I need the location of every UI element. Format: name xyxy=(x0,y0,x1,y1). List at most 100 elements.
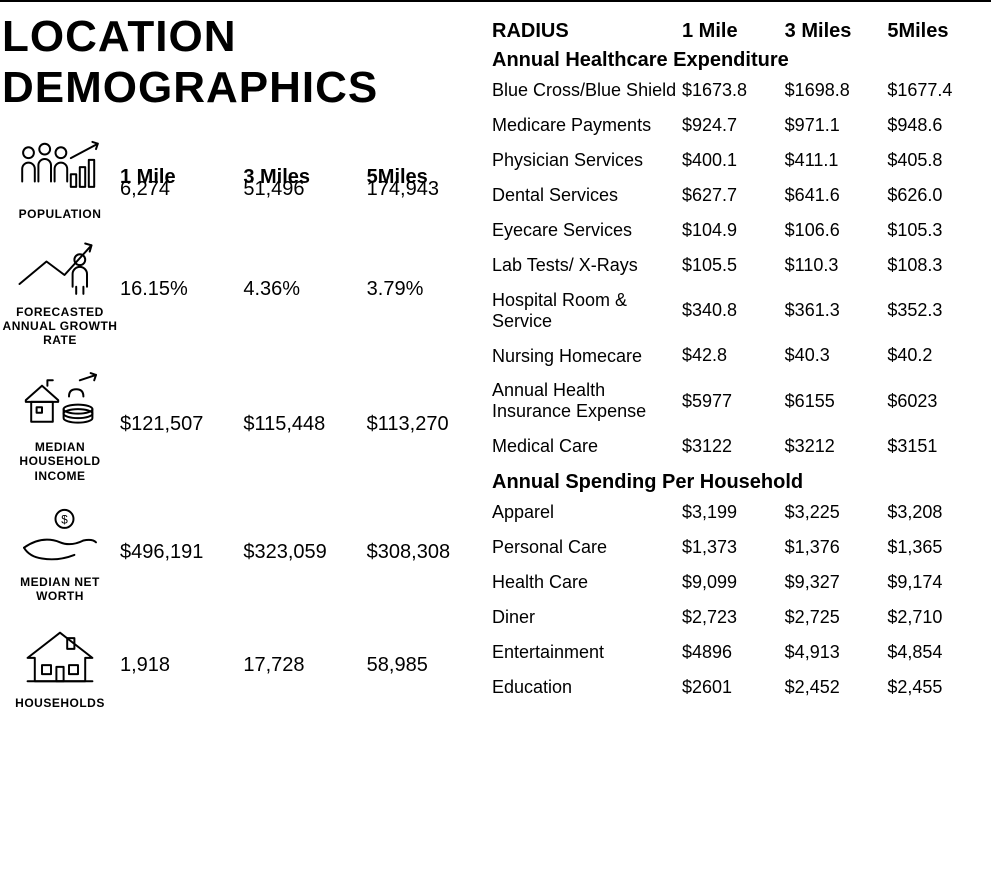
healthcare-row: Eyecare Services$104.9$106.6$105.3 xyxy=(492,220,990,241)
healthcare-value-col1: $340.8 xyxy=(682,300,785,321)
page-title: LOCATION DEMOGRAPHICS xyxy=(0,12,490,113)
healthcare-row: Physician Services$400.1$411.1$405.8 xyxy=(492,150,990,171)
networth-3miles: $323,059 xyxy=(243,541,366,564)
healthcare-label: Eyecare Services xyxy=(492,220,682,241)
spending-value-col3: $2,710 xyxy=(887,607,990,628)
healthcare-value-col1: $400.1 xyxy=(682,150,785,171)
right-panel: RADIUS 1 Mile 3 Miles 5Miles Annual Heal… xyxy=(492,20,990,712)
healthcare-row: Medicare Payments$924.7$971.1$948.6 xyxy=(492,115,990,136)
households-row: HOUSEHOLDS 1,918 17,728 58,985 xyxy=(0,622,490,710)
healthcare-value-col2: $106.6 xyxy=(785,220,888,241)
healthcare-value-col2: $3212 xyxy=(785,436,888,457)
households-1mile: 1,918 xyxy=(120,654,243,677)
healthcare-value-col3: $948.6 xyxy=(887,115,990,136)
healthcare-value-col1: $42.8 xyxy=(682,345,785,366)
households-icon xyxy=(15,622,105,692)
metrics-block: POPULATION 1 Mile 3 Miles 5Miles 6,274 5… xyxy=(0,133,490,710)
healthcare-row: Hospital Room & Service$340.8$361.3$352.… xyxy=(492,290,990,331)
radius-3miles: 3 Miles xyxy=(785,20,888,43)
healthcare-value-col2: $411.1 xyxy=(785,150,888,171)
spending-row: Health Care$9,099$9,327$9,174 xyxy=(492,572,990,593)
healthcare-row: Blue Cross/Blue Shield$1673.8$1698.8$167… xyxy=(492,80,990,101)
income-1mile: $121,507 xyxy=(120,413,243,436)
healthcare-value-col3: $108.3 xyxy=(887,255,990,276)
spending-value-col2: $3,225 xyxy=(785,502,888,523)
spending-value-col3: $1,365 xyxy=(887,537,990,558)
radius-label: RADIUS xyxy=(492,20,682,43)
growth-3miles: 4.36% xyxy=(243,278,366,301)
spending-value-col2: $1,376 xyxy=(785,537,888,558)
healthcare-value-col3: $6023 xyxy=(887,391,990,412)
income-label: MEDIAN HOUSEHOLD INCOME xyxy=(0,440,120,483)
healthcare-value-col2: $971.1 xyxy=(785,115,888,136)
healthcare-value-col3: $40.2 xyxy=(887,345,990,366)
healthcare-value-col2: $6155 xyxy=(785,391,888,412)
income-row: MEDIAN HOUSEHOLD INCOME $121,507 $115,44… xyxy=(0,366,490,483)
healthcare-value-col2: $110.3 xyxy=(785,255,888,276)
healthcare-row: Lab Tests/ X-Rays$105.5$110.3$108.3 xyxy=(492,255,990,276)
healthcare-value-col1: $627.7 xyxy=(682,185,785,206)
spending-value-col2: $9,327 xyxy=(785,572,888,593)
healthcare-value-col3: $3151 xyxy=(887,436,990,457)
healthcare-row: Annual Health Insurance Expense$5977$615… xyxy=(492,380,990,421)
networth-5miles: $308,308 xyxy=(367,541,490,564)
networth-icon: $ xyxy=(15,501,105,571)
radius-header: RADIUS 1 Mile 3 Miles 5Miles xyxy=(492,20,990,43)
spending-label: Health Care xyxy=(492,572,682,593)
healthcare-label: Physician Services xyxy=(492,150,682,171)
healthcare-table: Blue Cross/Blue Shield$1673.8$1698.8$167… xyxy=(492,80,990,457)
population-icon-block: POPULATION xyxy=(0,133,120,221)
spending-value-col3: $2,455 xyxy=(887,677,990,698)
population-icon xyxy=(15,133,105,203)
spending-value-col1: $3,199 xyxy=(682,502,785,523)
population-3miles: 51,496 xyxy=(243,178,366,201)
income-icon xyxy=(15,366,105,436)
healthcare-value-col2: $1698.8 xyxy=(785,80,888,101)
spending-label: Apparel xyxy=(492,502,682,523)
spending-value-col3: $4,854 xyxy=(887,642,990,663)
income-5miles: $113,270 xyxy=(367,413,490,436)
healthcare-label: Hospital Room & Service xyxy=(492,290,682,331)
healthcare-row: Medical Care$3122$3212$3151 xyxy=(492,436,990,457)
svg-text:$: $ xyxy=(61,513,68,526)
spending-value-col2: $4,913 xyxy=(785,642,888,663)
spending-row: Education$2601$2,452$2,455 xyxy=(492,677,990,698)
spending-value-col1: $2,723 xyxy=(682,607,785,628)
healthcare-label: Lab Tests/ X-Rays xyxy=(492,255,682,276)
networth-row: $ MEDIAN NET WORTH $496,191 $323,059 $30… xyxy=(0,501,490,604)
healthcare-value-col1: $1673.8 xyxy=(682,80,785,101)
healthcare-label: Medicare Payments xyxy=(492,115,682,136)
healthcare-label: Nursing Homecare xyxy=(492,346,682,367)
spending-row: Personal Care$1,373$1,376$1,365 xyxy=(492,537,990,558)
healthcare-value-col1: $924.7 xyxy=(682,115,785,136)
healthcare-value-col3: $626.0 xyxy=(887,185,990,206)
population-1mile: 6,274 xyxy=(120,178,243,201)
spending-table: Apparel$3,199$3,225$3,208Personal Care$1… xyxy=(492,502,990,698)
growth-label: FORECASTED ANNUAL GROWTH RATE xyxy=(0,305,120,348)
households-5miles: 58,985 xyxy=(367,654,490,677)
healthcare-label: Dental Services xyxy=(492,185,682,206)
spending-value-col2: $2,452 xyxy=(785,677,888,698)
spending-label: Personal Care xyxy=(492,537,682,558)
healthcare-value-col1: $5977 xyxy=(682,391,785,412)
population-5miles: 174,943 xyxy=(367,178,490,201)
healthcare-title: Annual Healthcare Expenditure xyxy=(492,49,990,72)
healthcare-label: Annual Health Insurance Expense xyxy=(492,380,682,421)
growth-1mile: 16.15% xyxy=(120,278,243,301)
spending-label: Entertainment xyxy=(492,642,682,663)
radius-5miles: 5Miles xyxy=(887,20,990,43)
radius-1mile: 1 Mile xyxy=(682,20,785,43)
households-label: HOUSEHOLDS xyxy=(0,696,120,710)
spending-label: Diner xyxy=(492,607,682,628)
spending-value-col1: $9,099 xyxy=(682,572,785,593)
spending-value-col3: $3,208 xyxy=(887,502,990,523)
healthcare-value-col2: $40.3 xyxy=(785,345,888,366)
households-3miles: 17,728 xyxy=(243,654,366,677)
spending-title: Annual Spending Per Household xyxy=(492,471,990,494)
healthcare-value-col3: $405.8 xyxy=(887,150,990,171)
growth-row: FORECASTED ANNUAL GROWTH RATE 16.15% 4.3… xyxy=(0,231,490,348)
networth-1mile: $496,191 xyxy=(120,541,243,564)
spending-row: Entertainment$4896$4,913$4,854 xyxy=(492,642,990,663)
networth-label: MEDIAN NET WORTH xyxy=(0,575,120,604)
healthcare-value-col1: $3122 xyxy=(682,436,785,457)
